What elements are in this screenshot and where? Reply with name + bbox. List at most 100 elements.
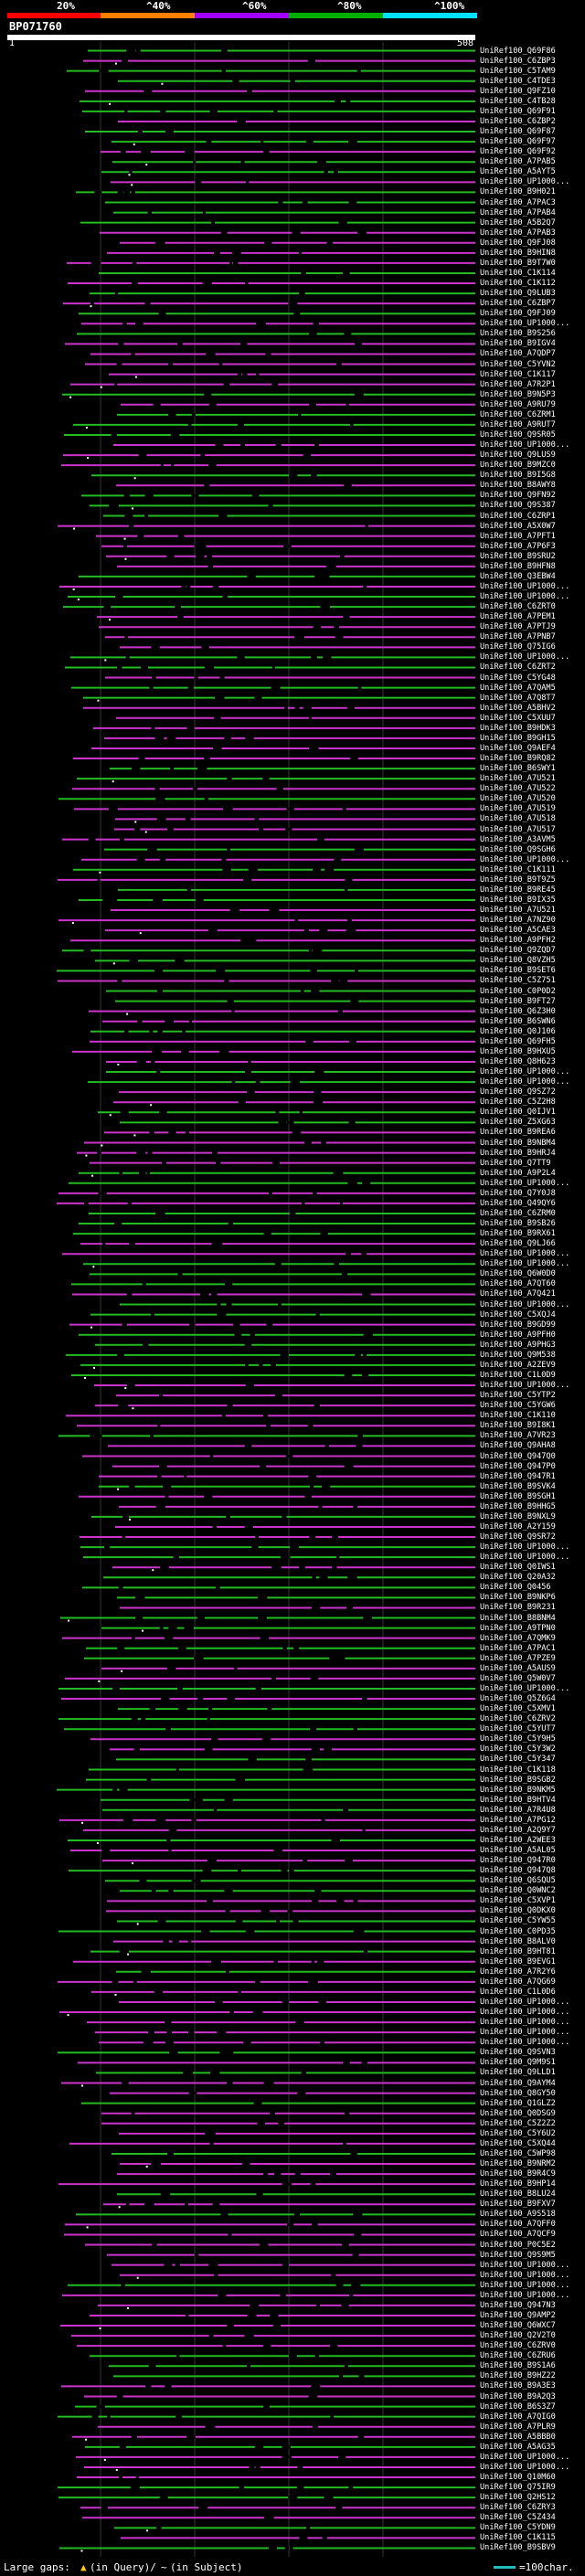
hit-row[interactable] bbox=[76, 2212, 475, 2216]
hit-row[interactable] bbox=[96, 2071, 475, 2074]
hit-label[interactable]: UniRef100_Q9LJ66 bbox=[480, 1239, 556, 1249]
hit-row[interactable] bbox=[72, 1050, 475, 1054]
hit-row[interactable] bbox=[58, 2182, 475, 2186]
hit-label[interactable]: UniRef100_B8LU24 bbox=[480, 2189, 556, 2200]
hit-row[interactable] bbox=[62, 1252, 475, 1256]
hit-label[interactable]: UniRef100_A7QAM5 bbox=[480, 683, 556, 693]
hit-row[interactable] bbox=[58, 2496, 475, 2499]
hit-row[interactable] bbox=[120, 645, 475, 649]
hit-row[interactable] bbox=[57, 969, 475, 972]
hit-row[interactable] bbox=[90, 352, 475, 355]
hit-row[interactable] bbox=[58, 1434, 475, 1437]
hit-row[interactable] bbox=[113, 1100, 475, 1107]
hit-row[interactable] bbox=[83, 1262, 475, 1268]
hit-row[interactable] bbox=[110, 1747, 475, 1751]
hit-label[interactable]: UniRef100_C1K117 bbox=[480, 369, 556, 379]
hit-label[interactable]: UniRef100_Q8GY50 bbox=[480, 2088, 556, 2098]
hit-label[interactable]: UniRef100_B6SWY1 bbox=[480, 764, 556, 774]
hit-row[interactable] bbox=[82, 1585, 475, 1589]
hit-row[interactable] bbox=[77, 1151, 475, 1157]
hit-row[interactable] bbox=[113, 1940, 475, 1944]
hit-label[interactable]: UniRef100_Q69F86 bbox=[480, 46, 556, 56]
hit-label[interactable]: UniRef100_A9RU79 bbox=[480, 399, 556, 409]
hit-label[interactable]: UniRef100_A5AUS9 bbox=[480, 1663, 556, 1673]
hit-label[interactable]: UniRef100_B9HHG5 bbox=[480, 1501, 556, 1511]
hit-label[interactable]: UniRef100_A2Y159 bbox=[480, 1521, 556, 1532]
hit-row[interactable] bbox=[115, 1000, 475, 1003]
hit-row[interactable] bbox=[90, 2314, 475, 2317]
hit-row[interactable] bbox=[71, 1373, 475, 1379]
hit-label[interactable]: UniRef100_A3AVM5 bbox=[480, 834, 556, 844]
hit-row[interactable] bbox=[70, 938, 475, 942]
hit-label[interactable]: UniRef100_Q9SGH6 bbox=[480, 844, 556, 854]
hit-label[interactable]: UniRef100_Q6WXC7 bbox=[480, 2321, 556, 2331]
hit-row[interactable] bbox=[90, 1313, 475, 1317]
hit-label[interactable]: UniRef100_A7PLR9 bbox=[480, 2422, 556, 2432]
hit-label[interactable]: UniRef100_Q75IR9 bbox=[480, 2483, 556, 2493]
hit-row[interactable] bbox=[73, 757, 475, 760]
hit-label[interactable]: UniRef100_C1K118 bbox=[480, 1765, 556, 1775]
hit-label[interactable]: UniRef100_C5YG48 bbox=[480, 673, 556, 683]
hit-label[interactable]: UniRef100_C1K114 bbox=[480, 268, 556, 278]
hit-label[interactable]: UniRef100_Q9LUS9 bbox=[480, 451, 556, 461]
hit-label[interactable]: UniRef100_B9SGH1 bbox=[480, 1491, 556, 1501]
hit-label[interactable]: UniRef100_B9NRM2 bbox=[480, 2159, 556, 2169]
hit-label[interactable]: UniRef100_UP1000... bbox=[480, 2008, 570, 2018]
hit-row[interactable] bbox=[95, 1404, 475, 1410]
hit-row[interactable] bbox=[102, 1808, 475, 1812]
hit-row[interactable] bbox=[79, 1495, 475, 1499]
hit-row[interactable] bbox=[93, 726, 475, 730]
hit-label[interactable]: UniRef100_B9N5P3 bbox=[480, 389, 556, 399]
hit-label[interactable]: UniRef100_B9RQ82 bbox=[480, 754, 556, 764]
hit-row[interactable] bbox=[104, 848, 475, 852]
hit-label[interactable]: UniRef100_Q9SR05 bbox=[480, 429, 556, 440]
hit-row[interactable] bbox=[58, 979, 475, 982]
hit-label[interactable]: UniRef100_B8ALV0 bbox=[480, 1936, 556, 1946]
hit-label[interactable]: UniRef100_A7PEM1 bbox=[480, 612, 556, 622]
hit-row[interactable] bbox=[71, 686, 475, 690]
hit-label[interactable]: UniRef100_B9IX35 bbox=[480, 895, 556, 905]
hit-label[interactable]: UniRef100_Q0DSG9 bbox=[480, 2108, 556, 2118]
hit-label[interactable]: UniRef100_Q9M9S1 bbox=[480, 2058, 556, 2068]
hit-row[interactable] bbox=[98, 1110, 475, 1117]
hit-row[interactable] bbox=[80, 1545, 475, 1549]
hit-row[interactable] bbox=[106, 1060, 475, 1065]
hit-label[interactable]: UniRef100_A7QIG0 bbox=[480, 2412, 556, 2422]
hit-label[interactable]: UniRef100_C5TAM9 bbox=[480, 66, 556, 76]
hit-label[interactable]: UniRef100_A7U517 bbox=[480, 824, 556, 834]
hit-label[interactable]: UniRef100_UP1000... bbox=[480, 1542, 570, 1553]
hit-label[interactable]: UniRef100_B9HXU5 bbox=[480, 1046, 556, 1056]
hit-label[interactable]: UniRef100_P0C5E2 bbox=[480, 2240, 556, 2250]
hit-row[interactable] bbox=[85, 363, 475, 366]
hit-label[interactable]: UniRef100_Q69F92 bbox=[480, 147, 556, 157]
hit-label[interactable]: UniRef100_Q0J106 bbox=[480, 1026, 556, 1036]
hit-label[interactable]: UniRef100_A9PFH2 bbox=[480, 936, 556, 946]
hit-row[interactable] bbox=[60, 2324, 475, 2330]
hit-label[interactable]: UniRef100_B9GD99 bbox=[480, 1320, 556, 1330]
hit-label[interactable]: UniRef100_B9A3E3 bbox=[480, 2381, 556, 2391]
hit-label[interactable]: UniRef100_B9T9Z5 bbox=[480, 875, 556, 885]
hit-label[interactable]: UniRef100_A7NZ90 bbox=[480, 916, 556, 926]
hit-row[interactable] bbox=[57, 1788, 475, 1792]
hit-label[interactable]: UniRef100_A9S518 bbox=[480, 2210, 556, 2220]
hit-row[interactable] bbox=[117, 1595, 475, 1599]
hit-row[interactable] bbox=[91, 747, 475, 750]
hit-label[interactable]: UniRef100_B9HIN8 bbox=[480, 248, 556, 258]
hit-label[interactable]: UniRef100_Q0456 bbox=[480, 1583, 551, 1593]
hit-row[interactable] bbox=[110, 2092, 475, 2095]
hit-row[interactable] bbox=[95, 2030, 475, 2034]
hit-row[interactable] bbox=[83, 59, 475, 65]
hit-label[interactable]: UniRef100_B9HTV4 bbox=[480, 1795, 556, 1805]
hit-row[interactable] bbox=[58, 1930, 475, 1934]
hit-label[interactable]: UniRef100_A7Q421 bbox=[480, 1289, 556, 1299]
hit-label[interactable]: UniRef100_B9REA6 bbox=[480, 1128, 556, 1138]
hit-label[interactable]: UniRef100_B6S3Z7 bbox=[480, 2401, 556, 2412]
hit-row[interactable] bbox=[105, 1879, 475, 1882]
hit-row[interactable] bbox=[90, 1161, 475, 1165]
hit-label[interactable]: UniRef100_Q9AYM4 bbox=[480, 2078, 556, 2088]
hit-row[interactable] bbox=[58, 2051, 475, 2054]
hit-row[interactable] bbox=[90, 1737, 475, 1741]
hit-row[interactable] bbox=[103, 514, 475, 517]
hit-label[interactable]: UniRef100_C6ZRV0 bbox=[480, 2341, 556, 2351]
hit-label[interactable]: UniRef100_Q0DKX0 bbox=[480, 1906, 556, 1916]
